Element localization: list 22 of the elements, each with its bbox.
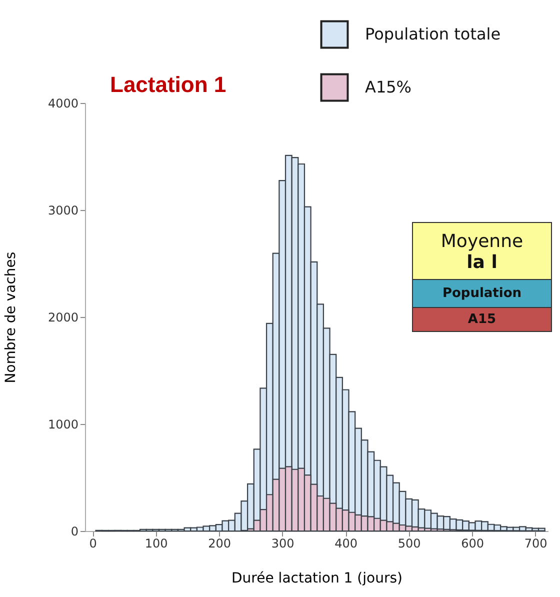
y-tick-label: 0 (70, 524, 78, 538)
x-axis-title: Durée lactation 1 (jours) (232, 570, 402, 586)
x-tick-label: 700 (524, 536, 548, 550)
chart-title: Lactation 1 (110, 72, 226, 98)
annotation: Moyenne (413, 223, 551, 252)
annotation: Population (413, 279, 551, 307)
annotation: la l (413, 252, 551, 279)
y-tick-label: 4000 (48, 96, 78, 110)
y-axis-title: Nombre de vaches (2, 252, 19, 384)
x-tick-label: 600 (461, 536, 484, 550)
annotation: A15 (413, 307, 551, 331)
x-tick-label: 0 (89, 536, 97, 550)
legend-label: A15% (365, 78, 412, 96)
x-tick-label: 300 (271, 536, 294, 550)
x-tick-label: 500 (398, 536, 421, 550)
x-tick-label: 200 (208, 536, 232, 550)
y-tick-label: 1000 (48, 418, 78, 432)
y-tick-label: 2000 (48, 310, 78, 324)
legend-label: Population totale (365, 24, 501, 44)
x-tick-label: 400 (334, 536, 358, 550)
x-tick-label: 100 (144, 536, 168, 550)
y-tick-label: 3000 (48, 204, 78, 218)
